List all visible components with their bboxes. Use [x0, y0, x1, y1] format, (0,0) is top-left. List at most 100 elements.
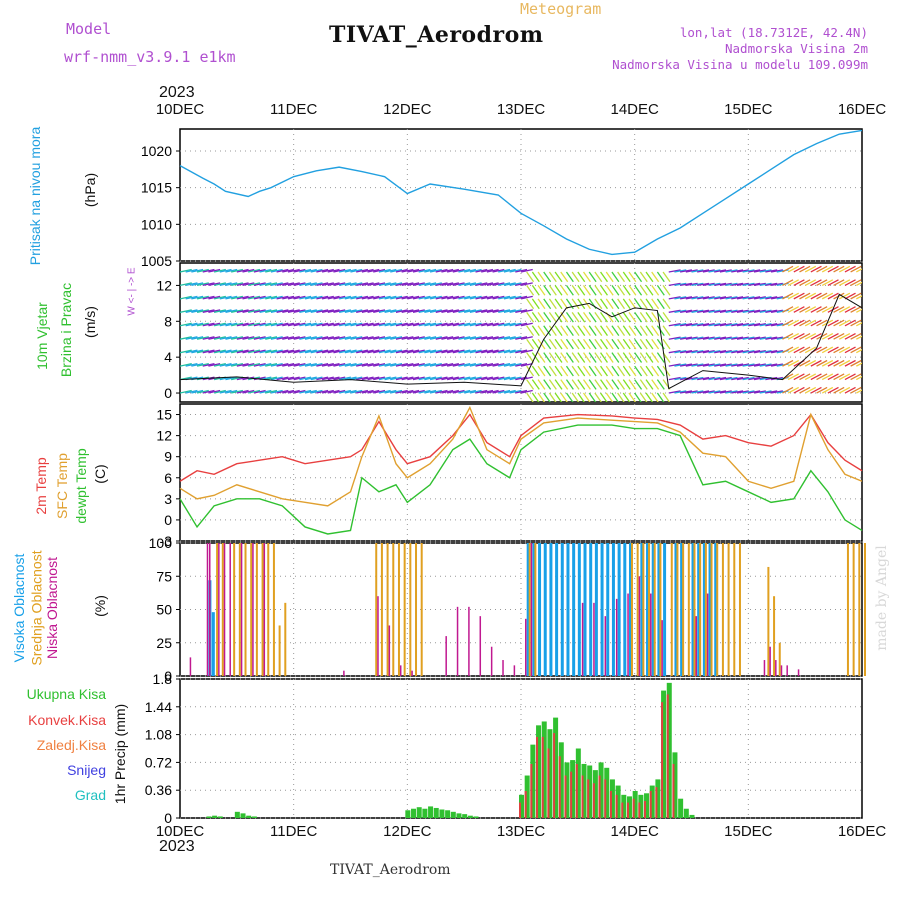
wind-barb	[753, 269, 766, 273]
wind-barb	[520, 389, 533, 394]
wind-barb	[765, 323, 778, 327]
cloud-low-bar	[218, 543, 220, 676]
wind-barb	[639, 392, 648, 402]
wind-barb	[816, 292, 828, 300]
wind-barb	[725, 269, 738, 273]
cloud-low-bar	[399, 665, 402, 676]
wind-barb	[452, 362, 465, 367]
wind-barb	[736, 269, 749, 273]
wind-barb	[373, 362, 386, 367]
wind-barb	[787, 386, 800, 394]
wind-barb	[321, 268, 334, 273]
cloud-low-bar	[189, 657, 192, 676]
wind-barb	[390, 295, 403, 300]
wind-barb	[810, 333, 822, 340]
wind-barb	[373, 322, 386, 327]
wind-barb	[242, 349, 255, 354]
precip-convective-bar	[638, 802, 641, 818]
wind-barb	[651, 379, 660, 390]
wind-barb	[662, 325, 671, 336]
wind-barb	[571, 271, 580, 283]
pressure-panel: 1005 1010 1015 1020	[141, 128, 863, 269]
wind-barb	[310, 309, 323, 313]
wind-barb	[299, 362, 312, 367]
legend-convective-rain: Konvek.Kisa	[28, 712, 106, 728]
precip-convective-bar	[541, 736, 544, 818]
wind-barb	[850, 386, 862, 394]
wind-barb	[685, 363, 698, 367]
wind-barb	[548, 298, 557, 310]
wind-barb	[748, 296, 761, 300]
x-tick-label-top: 16DEC	[838, 101, 887, 118]
precip-total-bar	[433, 807, 439, 818]
wind-barb	[628, 338, 637, 350]
precip-total-bar	[217, 816, 223, 818]
wind-barb	[276, 295, 289, 300]
wind-barb	[412, 282, 425, 287]
wind-barb	[560, 392, 568, 402]
wind-barb	[321, 362, 334, 367]
wind-barb	[287, 336, 300, 340]
wind-barb	[833, 306, 845, 313]
wind-barb	[435, 389, 448, 394]
wind-barb	[680, 309, 693, 313]
wind-barb	[526, 325, 535, 336]
wind-barb	[384, 282, 397, 287]
wind-barb	[242, 336, 255, 340]
wind-barb	[503, 282, 516, 287]
wind-barb	[708, 309, 721, 313]
wind-barb	[503, 336, 516, 340]
wind-barb	[202, 295, 215, 300]
wind-barb	[310, 389, 323, 394]
wind-barb	[378, 362, 391, 367]
wind-barb	[213, 268, 226, 273]
wind-barb	[548, 379, 557, 390]
wind-barb	[742, 282, 755, 287]
wind-barb	[810, 292, 822, 300]
wind-barb	[259, 362, 272, 367]
wind-barb	[537, 392, 546, 402]
wind-barb	[253, 389, 266, 394]
y-tick-label: 1010	[141, 216, 172, 232]
wind-barb	[304, 282, 317, 287]
wind-barb	[674, 269, 687, 273]
wind-barb	[441, 282, 454, 287]
y-tick-label: 1015	[141, 180, 172, 196]
wind-barb	[816, 279, 828, 286]
wind-speed-line	[179, 293, 863, 390]
wind-barb	[560, 271, 569, 283]
wind-barb	[816, 359, 828, 367]
wind-barb	[481, 295, 494, 300]
wind-barb	[520, 322, 533, 327]
precip-convective-bar	[615, 794, 618, 818]
precip-total-bar	[655, 779, 661, 818]
wind-barb	[537, 311, 546, 323]
wind-barb	[731, 323, 744, 327]
wind-barb	[685, 309, 698, 313]
wind-barb	[344, 309, 357, 313]
precip-total-bar	[575, 748, 581, 818]
wind-barb	[697, 390, 710, 394]
cloud-mid-bar	[676, 543, 679, 676]
wind-barb	[543, 271, 552, 283]
wind-barb	[565, 325, 574, 336]
wind-barb	[520, 349, 533, 354]
precip-total-bar	[644, 793, 650, 818]
wind-barb	[838, 333, 851, 340]
wind-barb	[719, 376, 732, 381]
wind-barb	[708, 390, 721, 394]
wind-barb	[787, 292, 800, 300]
wind-barb	[600, 392, 608, 402]
wind-barb	[526, 338, 535, 350]
wind-barb	[515, 268, 528, 273]
cloud-low-bar	[797, 669, 800, 676]
wind-panel: 0 4 8 12	[156, 262, 863, 403]
wind-barb	[231, 322, 244, 327]
cloud-mid-bar	[659, 543, 662, 676]
wind-barb	[469, 349, 482, 354]
wind-barb	[770, 323, 783, 327]
wind-barb	[265, 295, 278, 300]
wind-barb	[191, 322, 204, 327]
wind-barb	[429, 349, 442, 354]
wind-barb	[622, 338, 631, 350]
